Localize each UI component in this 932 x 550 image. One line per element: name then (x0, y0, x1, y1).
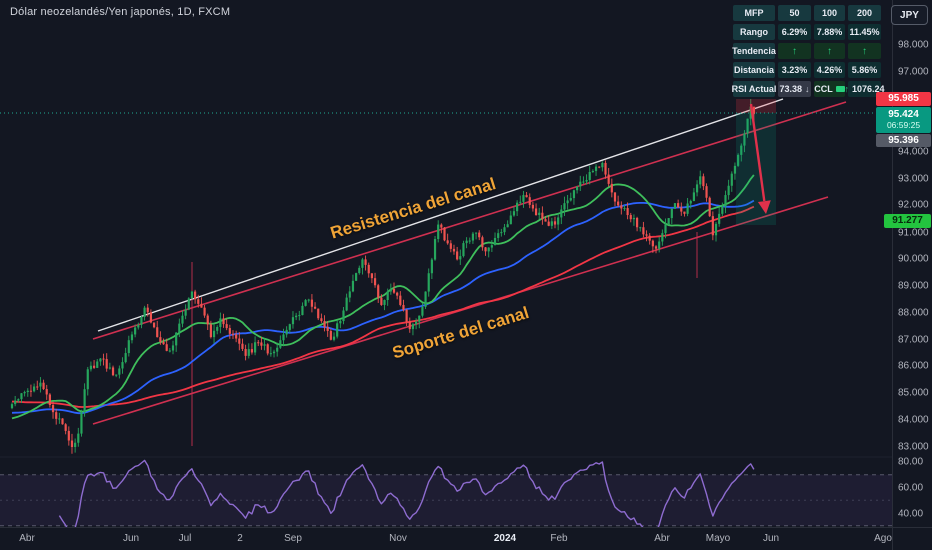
price-tick-label: 92.000 (898, 199, 929, 211)
stats-value-cell: ↑ (778, 43, 811, 59)
price-tick-label: 98.000 (898, 39, 929, 51)
stats-header-cell: 50 (778, 5, 811, 21)
stats-header-cell: 100 (814, 5, 845, 21)
time-tick-label: Abr (19, 533, 35, 544)
price-tick-label: 97.000 (898, 66, 929, 78)
stats-value-cell: ↑ 1076.24 (844, 81, 885, 97)
stop-price-label: 95.985 (876, 92, 931, 106)
stats-row-label: Tendencia (732, 43, 776, 59)
time-tick-label: Ago (874, 533, 892, 544)
battery-icon (835, 86, 845, 92)
stats-row-label: Rango (733, 24, 775, 40)
countdown-timer: 06:59:25 (886, 119, 921, 130)
time-tick-label: Feb (550, 533, 568, 544)
price-tick-label: 84.000 (898, 414, 929, 426)
time-tick-label: Jun (762, 533, 780, 544)
down-arrow-icon: ↓ (805, 84, 810, 94)
stats-value-cell: 73.38 ↓ (778, 81, 811, 97)
price-tick-label: 83.000 (898, 441, 929, 453)
currency-unit-button[interactable]: JPY (891, 5, 928, 25)
stats-value-cell: 7.88% (814, 24, 845, 40)
price-tick-label: 93.000 (898, 173, 929, 185)
target-price-label: 91.277 (884, 214, 931, 228)
time-tick-label: Nov (389, 533, 407, 544)
time-tick-label: Jul (178, 533, 192, 544)
price-tick-label: 89.000 (898, 280, 929, 292)
stats-value-cell: ↑ (848, 43, 881, 59)
price-tick-label: 88.000 (898, 307, 929, 319)
price-tick-label: 91.000 (898, 227, 929, 239)
price-tick-label: 40.00 (898, 508, 924, 520)
indicator-stats-table: MFP 50 100 200 Rango 6.29% 7.88% 11.45% Tendenci… (732, 5, 885, 97)
time-tick-label: Mayo (705, 533, 731, 544)
stats-value-cell: 3.23% (778, 62, 811, 78)
stats-value-cell: ↑ (814, 43, 845, 59)
time-tick-label: Jun (122, 533, 140, 544)
time-tick-label: 2 (237, 533, 243, 544)
stats-row-label: Distancia (733, 62, 775, 78)
stats-value-cell: 6.29% (778, 24, 811, 40)
stats-header-cell: 200 (848, 5, 881, 21)
price-tick-label: 87.000 (898, 334, 929, 346)
time-tick-label: Abr (654, 533, 670, 544)
stats-value-cell: CCL (814, 81, 845, 97)
prev-close-label: 95.396 (876, 134, 931, 147)
stats-value-cell: 5.86% (848, 62, 881, 78)
price-tick-label: 80.00 (898, 456, 924, 468)
up-arrow-icon: ↑ (844, 84, 849, 94)
stats-row-label: RSI Actual (732, 81, 776, 97)
price-tick-label: 94.000 (898, 146, 929, 158)
stats-value-cell: 4.26% (814, 62, 845, 78)
current-price-label: 95.424 06:59:25 (876, 107, 931, 133)
price-tick-label: 86.000 (898, 360, 929, 372)
time-tick-label: 2024 (493, 533, 517, 544)
time-tick-label: Sep (284, 533, 302, 544)
stats-header-cell: MFP (733, 5, 775, 21)
symbol-title[interactable]: Dólar neozelandés/Yen japonés, 1D, FXCM (10, 6, 231, 18)
price-tick-label: 60.00 (898, 482, 924, 494)
price-tick-label: 90.000 (898, 253, 929, 265)
price-tick-label: 85.000 (898, 387, 929, 399)
stats-value-cell: 11.45% (848, 24, 881, 40)
